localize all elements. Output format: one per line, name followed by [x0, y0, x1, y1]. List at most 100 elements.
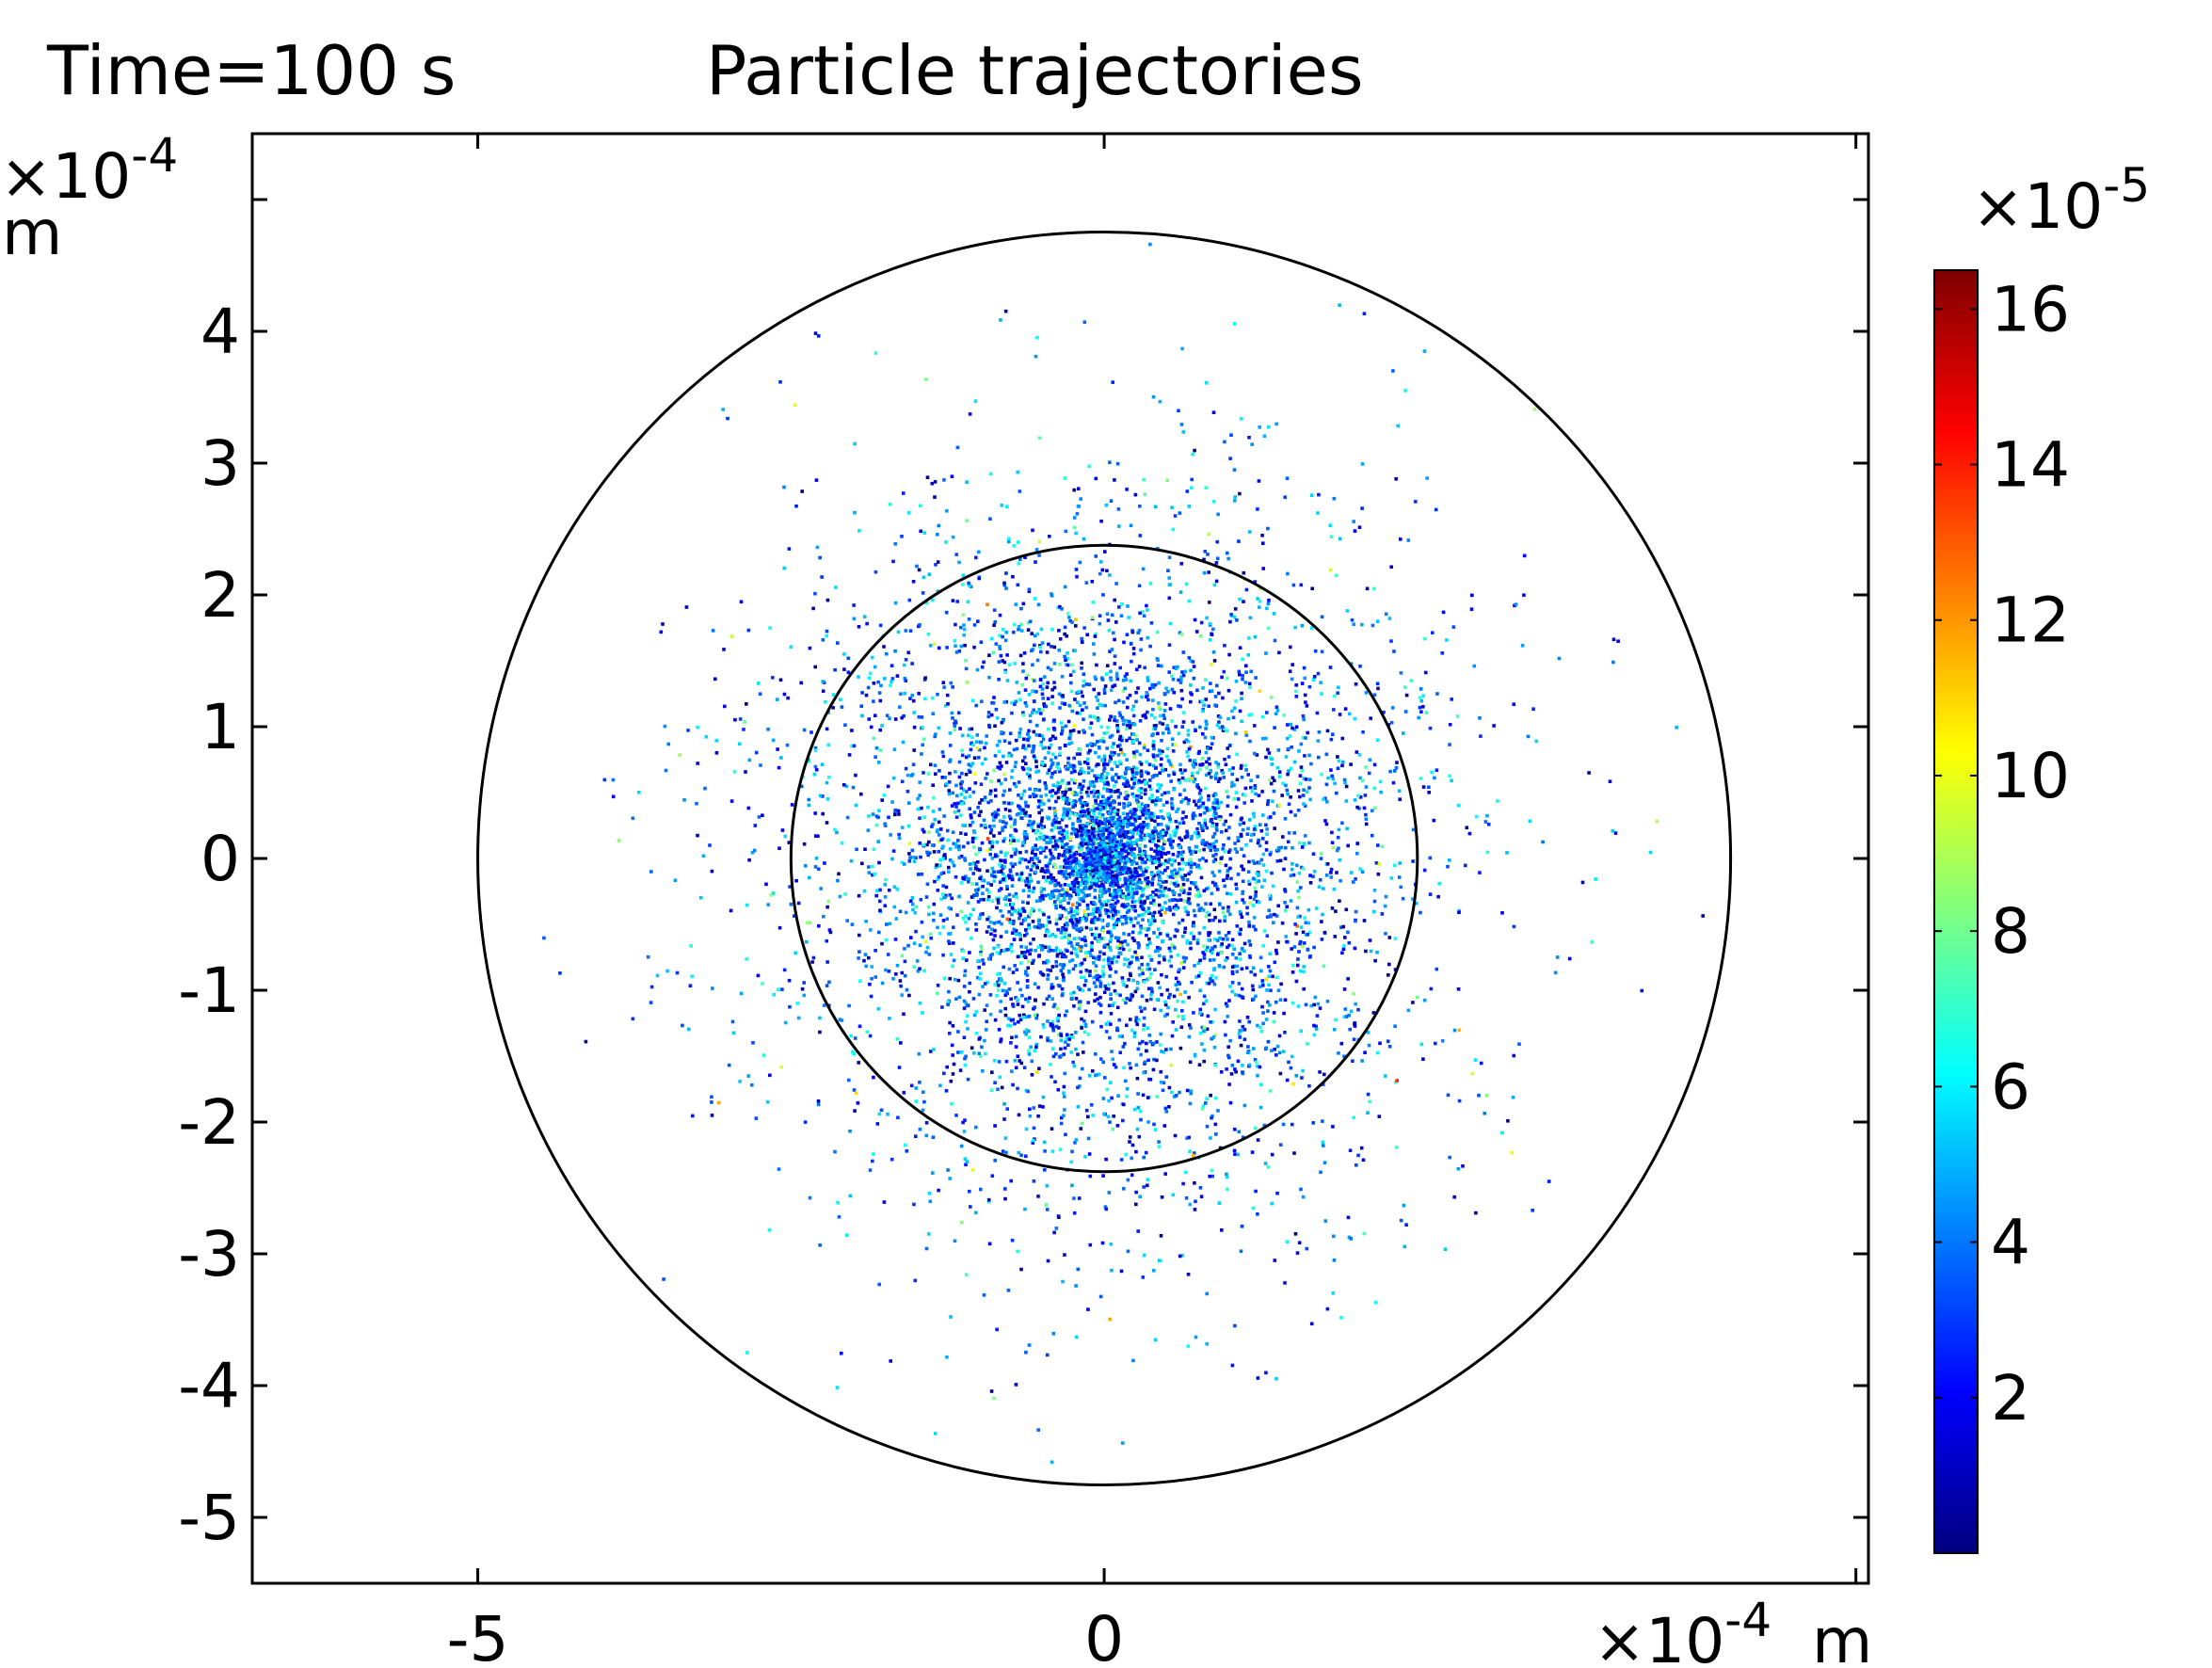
particle-dot: [1106, 726, 1110, 730]
particle-dot: [963, 858, 968, 862]
particle-dot: [932, 850, 937, 854]
particle-dot: [1397, 875, 1402, 879]
particle-dot: [1069, 812, 1073, 816]
particle-dot: [1419, 1042, 1424, 1047]
particle-dot: [1080, 795, 1083, 799]
particle-dot: [1227, 1083, 1231, 1086]
particle-dot: [1201, 1104, 1206, 1108]
particle-dot: [1156, 815, 1161, 820]
particle-dot: [1230, 1064, 1235, 1067]
particle-dot: [1154, 803, 1158, 807]
particle-dot: [1207, 704, 1210, 708]
particle-dot: [877, 809, 881, 812]
particle-dot: [1240, 967, 1244, 971]
particle-dot: [1109, 828, 1114, 832]
particle-dot: [1030, 851, 1034, 855]
particle-dot: [1301, 1068, 1305, 1073]
particle-dot: [1233, 1323, 1237, 1328]
particle-dot: [1200, 842, 1204, 845]
particle-dot: [1399, 1218, 1403, 1223]
particle-dot: [1088, 1174, 1093, 1179]
particle-dot: [1002, 1117, 1006, 1121]
particle-dot: [1085, 833, 1089, 838]
particle-dot: [948, 744, 953, 747]
particle-dot: [1069, 991, 1073, 996]
particle-dot: [1035, 847, 1039, 852]
particle-dot: [996, 808, 1001, 812]
particle-dot: [1308, 954, 1312, 958]
particle-dot: [1155, 852, 1159, 857]
particle-dot: [1108, 871, 1113, 875]
particle-dot: [998, 952, 1002, 955]
particle-dot: [1202, 570, 1207, 575]
particle-dot: [1143, 1060, 1147, 1064]
particle-dot: [867, 865, 871, 869]
particle-dot: [1411, 859, 1415, 863]
particle-dot: [1216, 762, 1221, 766]
particle-dot: [1086, 808, 1090, 811]
particle-dot: [1018, 1059, 1021, 1063]
particle-dot: [802, 993, 807, 998]
particle-dot: [1044, 793, 1049, 797]
particle-dot: [1120, 715, 1125, 720]
particle-dot: [1082, 672, 1086, 676]
particle-dot: [844, 784, 848, 788]
particle-dot: [711, 629, 715, 633]
particle-dot: [1282, 867, 1286, 872]
particle-dot: [973, 836, 978, 841]
particle-dot: [1056, 1033, 1061, 1037]
particle-dot: [1177, 850, 1181, 855]
particle-dot: [1108, 759, 1112, 763]
particle-dot: [1215, 556, 1220, 561]
particle-dot: [1445, 638, 1449, 642]
particle-dot: [1109, 948, 1113, 953]
particle-dot: [1109, 837, 1114, 842]
particle-dot: [1091, 601, 1095, 604]
particle-dot: [1159, 913, 1163, 917]
particle-dot: [990, 870, 994, 874]
particle-dot: [1123, 776, 1127, 780]
particle-dot: [1113, 637, 1116, 642]
particle-dot: [942, 976, 947, 981]
particle-dot: [1133, 916, 1138, 921]
particle-dot: [738, 742, 742, 746]
particle-dot: [1039, 886, 1044, 890]
particle-dot: [890, 664, 894, 667]
particle-dot: [1082, 878, 1086, 882]
particle-dot: [1106, 987, 1111, 991]
particle-dot: [1088, 726, 1092, 730]
particle-dot: [1195, 771, 1200, 775]
particle-dot: [1124, 727, 1129, 731]
particle-dot: [984, 1028, 988, 1032]
particle-dot: [1291, 583, 1296, 587]
particle-dot: [1001, 1149, 1005, 1153]
particle-dot: [1123, 835, 1127, 840]
particle-dot: [1028, 873, 1033, 877]
particle-dot: [1015, 681, 1019, 684]
particle-dot: [1403, 710, 1408, 714]
particle-dot: [1152, 1057, 1156, 1062]
particle-dot: [1064, 1132, 1067, 1137]
particle-dot: [891, 849, 896, 853]
particle-dot: [1081, 640, 1084, 645]
particle-dot: [1207, 912, 1211, 917]
particle-dot: [950, 711, 954, 715]
particle-dot: [986, 772, 989, 776]
particle-dot: [1531, 707, 1535, 711]
particle-dot: [1380, 912, 1385, 916]
particle-dot: [835, 830, 839, 835]
particle-dot: [1084, 925, 1089, 930]
particle-dot: [977, 813, 982, 817]
particle-dot: [908, 629, 913, 633]
particle-dot: [816, 834, 820, 839]
particle-dot: [867, 717, 871, 721]
particle-dot: [1399, 537, 1403, 541]
particle-dot: [1219, 815, 1223, 819]
particle-dot: [1203, 818, 1207, 823]
particle-dot: [1177, 921, 1181, 925]
particle-dot: [1266, 802, 1270, 807]
particle-dot: [1349, 762, 1353, 766]
particle-dot: [948, 760, 952, 763]
particle-dot: [1285, 476, 1290, 480]
particle-dot: [1122, 640, 1126, 645]
